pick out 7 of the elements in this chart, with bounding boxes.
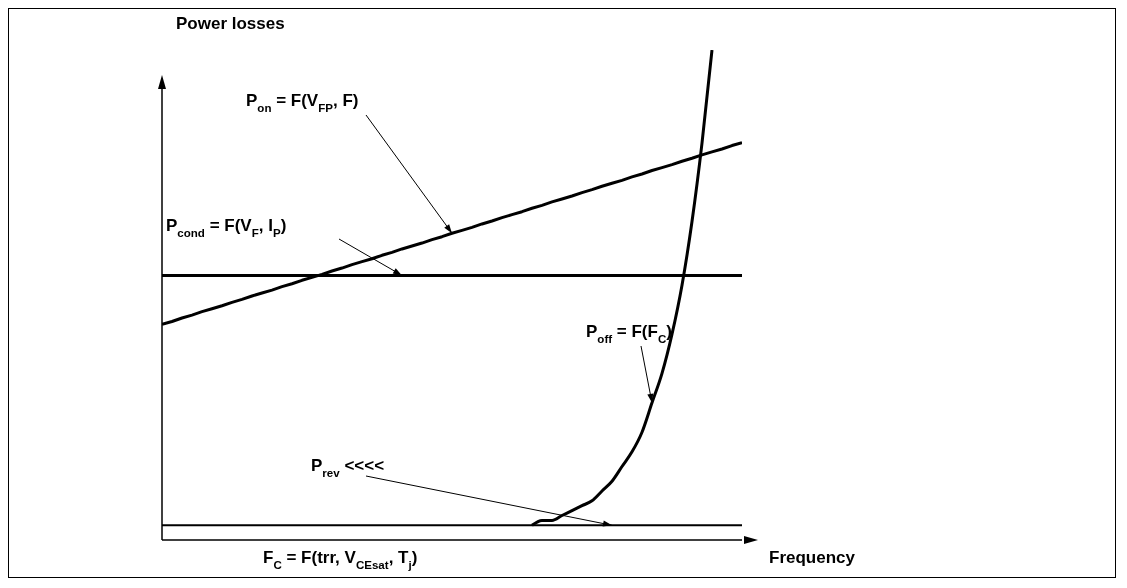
- text: P$_{cond}$ = F(V$_{F}$, I$_{P}$): [166, 216, 287, 239]
- series-label: P$_{off}$ = F(F$_{C}$): [586, 322, 672, 345]
- text: P$_{on}$ = F(V$_{FP}$, F): [246, 91, 359, 114]
- y-axis-title: Power losses: [176, 14, 285, 33]
- x-axis-title: Frequency: [769, 548, 856, 567]
- text: P$_{rev}$ <<<<: [311, 456, 385, 479]
- text: F$_{C}$ = F(trr, V$_{CEsat}$, T$_{j}$): [263, 548, 418, 571]
